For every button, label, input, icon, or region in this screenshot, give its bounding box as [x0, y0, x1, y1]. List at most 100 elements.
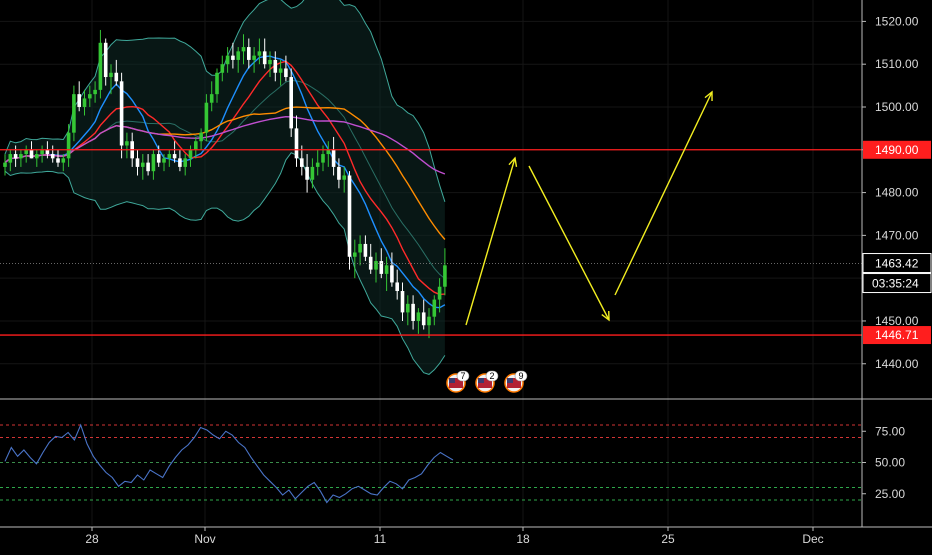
last-price-label: 1463.42	[875, 257, 919, 271]
candle-body	[50, 154, 55, 159]
event-count-label: 7	[460, 371, 465, 381]
moving-average-line	[4, 60, 445, 296]
price-tick-label: 1520.00	[875, 14, 919, 28]
moving-average-line	[4, 115, 446, 175]
oscillator-line	[4, 423, 454, 504]
candle-body	[29, 149, 34, 159]
candle-body	[56, 158, 60, 163]
candle-body	[188, 149, 193, 159]
candle-body	[88, 94, 92, 99]
candle-body	[8, 154, 13, 163]
level-price-tag	[863, 140, 931, 159]
price-tick-label: 1440.00	[875, 357, 919, 371]
candle-body	[93, 89, 97, 95]
candle-body	[114, 72, 119, 82]
candle-body	[294, 128, 299, 159]
candle-body	[45, 149, 50, 155]
us-flag-icon	[449, 378, 463, 388]
time-tick-label: 28	[85, 532, 99, 546]
candle-body	[437, 286, 442, 300]
candle-body	[135, 158, 140, 167]
candle-body	[220, 64, 225, 73]
candle-body	[395, 282, 399, 292]
candle-body	[204, 102, 209, 133]
candle-body	[13, 154, 18, 159]
event-count-label: 2	[489, 371, 494, 381]
candle-body	[72, 94, 76, 133]
candle-body	[225, 55, 230, 65]
candle-body	[300, 158, 304, 167]
candle-body	[257, 51, 262, 56]
event-count-badge	[456, 370, 470, 382]
oscillator-tick-label: 75.00	[875, 424, 905, 438]
candle-body	[331, 149, 336, 167]
candle-body	[326, 149, 331, 155]
candle-body	[194, 141, 198, 150]
candle-body	[3, 162, 7, 167]
candle-body	[66, 132, 71, 159]
projection-arrowhead	[601, 310, 610, 322]
candle-body	[347, 175, 352, 257]
candle-body	[337, 166, 341, 180]
candle-body	[400, 291, 405, 313]
candle-body	[321, 154, 325, 163]
candle-body	[103, 42, 108, 78]
price-tick-label: 1510.00	[875, 57, 919, 71]
time-tick-label: 18	[516, 532, 530, 546]
time-tick-label: 11	[374, 532, 387, 546]
candle-body	[119, 81, 124, 146]
us-flag-icon	[507, 378, 521, 388]
candle-body	[443, 265, 447, 287]
time-tick-label: Nov	[194, 532, 215, 546]
projection-arrow	[465, 157, 516, 326]
candle-body	[215, 72, 219, 95]
bollinger-fill	[5, 0, 445, 375]
candle-body	[268, 59, 272, 65]
candle-body	[342, 175, 346, 180]
candle-body	[315, 162, 320, 167]
candle-body	[421, 312, 426, 326]
time-tick-label: Dec	[802, 532, 823, 546]
countdown-tag	[862, 273, 932, 294]
candle-body	[141, 162, 145, 167]
candle-body	[379, 261, 384, 274]
oscillator-tick-label: 50.00	[875, 456, 905, 470]
us-flag-canton	[478, 378, 484, 383]
candle-body	[416, 312, 421, 321]
candle-body	[109, 72, 113, 78]
candle-body	[77, 94, 81, 107]
candle-body	[262, 51, 267, 65]
candle-body	[40, 149, 44, 155]
candle-body	[411, 303, 415, 321]
candle-body	[374, 261, 378, 270]
candle-body	[167, 154, 172, 159]
candle-body	[162, 158, 166, 163]
candle-body	[236, 51, 240, 60]
event-count-badge	[485, 370, 499, 382]
candle-body	[368, 256, 373, 270]
last-price-tag	[862, 253, 932, 274]
moving-average-line	[4, 55, 446, 309]
candle-body	[209, 94, 214, 103]
candle-body	[61, 158, 66, 163]
candle-body	[289, 77, 293, 129]
level-price-label: 1490.00	[875, 143, 919, 157]
candle-body	[178, 158, 182, 167]
candle-body	[146, 162, 150, 172]
candle-body	[252, 55, 256, 60]
candle-body	[406, 303, 410, 313]
level-price-tag	[863, 326, 931, 345]
projection-arrow	[528, 165, 610, 321]
price-tick-label: 1500.00	[875, 100, 919, 114]
countdown-label: 03:35:24	[872, 277, 919, 291]
candle-body	[125, 141, 129, 146]
candle-body	[231, 55, 235, 60]
us-flag-canton	[507, 378, 513, 383]
candle-body	[172, 154, 177, 159]
oscillator-tick-label: 25.00	[875, 487, 905, 501]
candle-body	[363, 243, 368, 257]
level-price-label: 1446.71	[875, 328, 919, 342]
candle-body	[390, 265, 394, 283]
candle-body	[183, 158, 187, 167]
